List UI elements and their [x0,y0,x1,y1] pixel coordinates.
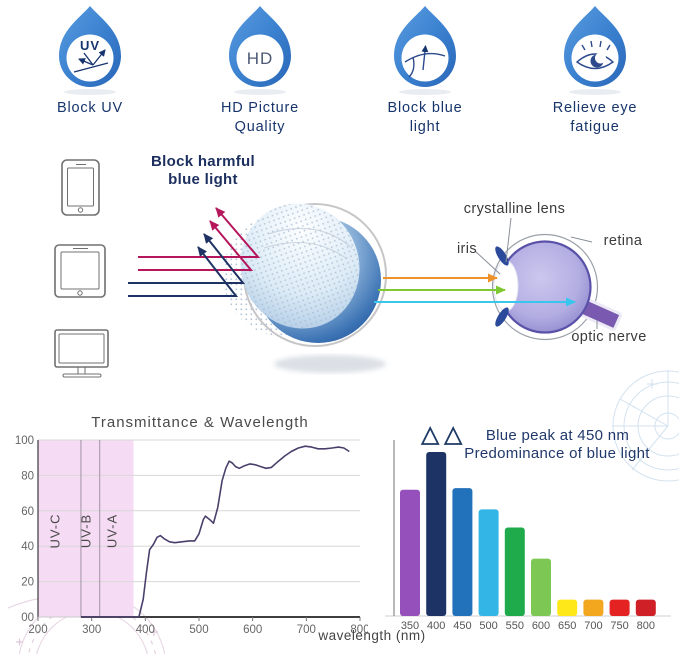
blocked-rays [128,207,261,297]
lens-eye-diagram [54,159,622,378]
label-retina: retina [603,233,643,249]
svg-text:00: 00 [21,612,34,624]
svg-text:UV: UV [80,38,100,53]
svg-text:600: 600 [532,620,550,632]
svg-text:40: 40 [21,541,34,553]
svg-text:400: 400 [136,624,155,636]
feature-block-blue-light: Block blue light [350,4,500,137]
uv-reflect-icon: UV [58,6,121,95]
svg-text:20: 20 [21,577,34,589]
compass-watermark-icon [612,370,679,482]
svg-text:550: 550 [506,620,524,632]
svg-text:UV-B: UV-B [78,514,93,548]
iris-bottom-shape [495,307,509,327]
svg-text:HD: HD [247,49,274,68]
passing-rays [374,273,576,307]
lens-arrow-icon [394,6,456,95]
wavelength-axis-label: wavelength (nm) [318,628,426,643]
svg-text:500: 500 [479,620,497,632]
smartphone-icon [61,159,100,216]
feature-block-uv: UV Block UV [15,4,165,118]
svg-text:800: 800 [350,624,368,636]
svg-text:80: 80 [21,470,34,482]
monitor-icon [54,329,109,378]
hd-icon: HD [229,6,291,95]
svg-text:400: 400 [427,620,445,632]
feature-label-block-uv: Block UV [56,100,124,116]
feature-label-fatigue: Relieve eye fatigue [552,100,638,135]
annotation-predominance: Predominance of blue light [464,445,650,462]
svg-text:500: 500 [189,624,208,636]
blue-lens-illustration [223,203,387,373]
svg-text:650: 650 [558,620,576,632]
annotation-blue-peak: Blue peak at 450 nm [485,427,630,444]
crystalline-lens-shape [493,260,519,312]
svg-text:300: 300 [82,624,101,636]
svg-text:800: 800 [637,620,655,632]
svg-text:350: 350 [401,620,419,632]
label-optic-nerve: optic nerve [571,329,647,345]
svg-text:600: 600 [243,624,262,636]
feature-relieve-fatigue: Relieve eye fatigue [520,4,670,137]
feature-block-hd: HD HD Picture Quality [185,4,335,137]
svg-text:700: 700 [584,620,602,632]
svg-text:UV-A: UV-A [105,514,120,548]
eye-anatomy [491,233,622,341]
svg-text:450: 450 [453,620,471,632]
transmittance-chart: UV-C UV-B UV-A 200 300 400 500 600 700 800 100 80 60… [15,435,368,636]
label-crystalline-lens: crystalline lens [463,201,566,217]
transmittance-chart-title: Transmittance & Wavelength [91,414,309,431]
svg-text:200: 200 [28,624,47,636]
leader-lines [474,217,598,329]
svg-text:750: 750 [610,620,628,632]
label-iris: iris [456,241,478,257]
svg-text:100: 100 [15,435,34,447]
svg-text:700: 700 [297,624,316,636]
eye-crescent-icon [564,6,626,95]
svg-text:UV-C: UV-C [47,513,62,548]
feature-label-hd: HD Picture Quality [220,100,300,135]
iris-top-shape [495,246,509,266]
diagram-caption: Block harmful blue light [151,153,255,188]
feature-label-blue-light: Block blue light [387,100,463,135]
spectrum-bar-chart: 350 400 450 500 550 600 650 700 750 800 [385,425,671,632]
svg-text:60: 60 [21,506,34,518]
tablet-icon [54,244,106,298]
